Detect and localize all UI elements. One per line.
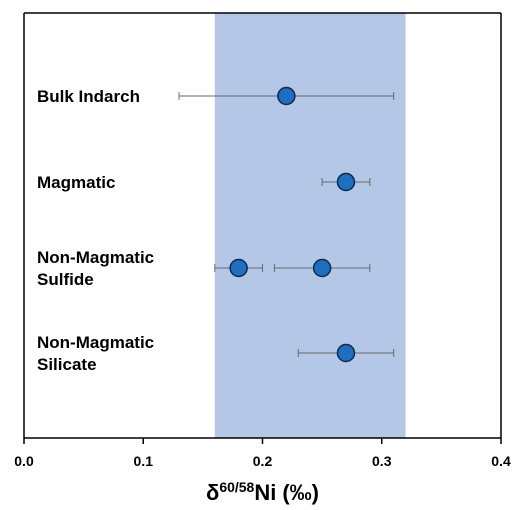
- category-labels: Bulk Indarch Magmatic Non-Magmatic Sulfide N…: [37, 87, 154, 374]
- category-label: Silicate: [37, 355, 97, 374]
- shaded-band: [214, 13, 406, 438]
- x-tick-label: 0.3: [372, 453, 392, 469]
- category-label: Non-Magmatic: [37, 248, 154, 267]
- category-label: Sulfide: [37, 270, 94, 289]
- x-axis-label-superscript: 60/58: [219, 479, 254, 495]
- data-point: [229, 258, 248, 278]
- x-axis-label-unit: (‰): [282, 480, 319, 505]
- data-point: [336, 343, 356, 363]
- data-point: [277, 86, 296, 106]
- x-tick-label: 0.4: [491, 453, 511, 469]
- category-label: Magmatic: [37, 173, 115, 192]
- data-points: [229, 86, 356, 363]
- category-label: Non-Magmatic: [37, 333, 154, 352]
- x-ticks: 0.0 0.1 0.2 0.3 0.4: [14, 438, 511, 469]
- x-tick-label: 0.2: [253, 453, 273, 469]
- x-axis-label-element: Ni: [254, 480, 276, 505]
- data-point: [312, 258, 332, 278]
- x-tick-label: 0.1: [134, 453, 154, 469]
- x-axis-label: δ60/58Ni (‰): [206, 479, 319, 505]
- x-axis-label-delta: δ: [206, 480, 219, 505]
- category-label: Bulk Indarch: [37, 87, 140, 106]
- x-tick-label: 0.0: [14, 453, 34, 469]
- data-point: [336, 172, 356, 192]
